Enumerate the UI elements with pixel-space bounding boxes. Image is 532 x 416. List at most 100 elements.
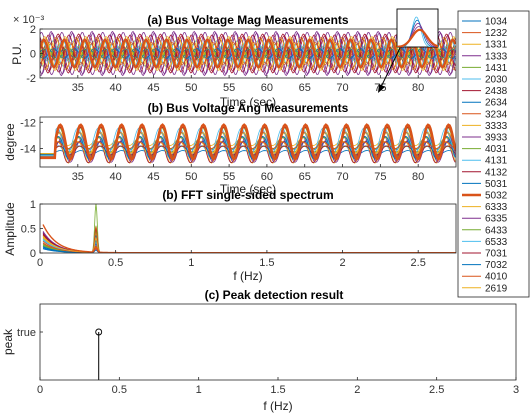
panel-b-xtick-label: 80 bbox=[412, 171, 424, 183]
panel-c-xtick-label: 2.5 bbox=[411, 257, 426, 269]
panel-b-xtick-label: 65 bbox=[299, 171, 311, 183]
legend-label-3333: 3333 bbox=[485, 121, 508, 132]
panel-c-ytick-label: 0 bbox=[30, 248, 36, 260]
peak-marker bbox=[95, 328, 103, 336]
panel-a-xtick-label: 45 bbox=[147, 82, 159, 94]
panel-c-xtick-label: 1.5 bbox=[259, 257, 274, 269]
series-c-3333 bbox=[42, 227, 456, 253]
panel-c-ylabel: Amplitude bbox=[3, 202, 17, 256]
legend-label-6335: 6335 bbox=[485, 214, 508, 225]
panel-a-series bbox=[40, 30, 456, 77]
series-b-5032 bbox=[40, 123, 456, 161]
panel-a-xlabel: Time (sec) bbox=[220, 95, 276, 109]
legend-label-4031: 4031 bbox=[485, 144, 508, 155]
series-b-7032 bbox=[40, 136, 456, 160]
panel-a-ytick-label: 2 bbox=[30, 24, 36, 36]
panel-a-xtick-label: 55 bbox=[223, 82, 235, 94]
panel-a-xtick-label: 40 bbox=[110, 82, 122, 94]
panel-d: (c) Peak detection result 0 0.5 1 1.5 2 2.5 3 t… bbox=[1, 288, 519, 413]
legend-label-7031: 7031 bbox=[485, 249, 508, 260]
panel-b-xtick-label: 75 bbox=[374, 171, 386, 183]
legend: 1034123213311333143120302438263432343333… bbox=[457, 10, 530, 298]
legend-box bbox=[457, 10, 530, 298]
inset-series-5032 bbox=[397, 28, 438, 47]
panel-c-xlabel: f (Hz) bbox=[233, 269, 262, 283]
panel-b-xtick-label: 55 bbox=[223, 171, 235, 183]
series-c-1232 bbox=[42, 234, 456, 253]
panel-d-xtick-label: 0.5 bbox=[112, 384, 127, 396]
panel-b-ticks: 35 40 45 50 55 60 65 70 75 80 -12 -14 bbox=[20, 117, 424, 183]
panel-d-xtick-label: 2 bbox=[354, 384, 360, 396]
series-c-2438 bbox=[42, 234, 456, 253]
panel-d-xlabel: f (Hz) bbox=[263, 399, 292, 413]
panel-c-ticks: 0 0.5 1 1.5 2 2.5 0 0.5 1 bbox=[21, 199, 426, 269]
panel-d-xtick-label: 0 bbox=[37, 384, 43, 396]
series-c-7032 bbox=[42, 239, 456, 253]
panel-a-xtick-label: 65 bbox=[299, 82, 311, 94]
legend-label-1431: 1431 bbox=[485, 63, 508, 74]
panel-a-xtick-label: 80 bbox=[412, 82, 424, 94]
series-c-2619 bbox=[42, 235, 456, 253]
series-a-5032 bbox=[40, 38, 456, 69]
zoom-arrow-line bbox=[380, 47, 401, 88]
panel-a-exponent: × 10⁻³ bbox=[13, 14, 45, 26]
panel-b-series bbox=[40, 123, 456, 164]
series-c-6433 bbox=[42, 230, 456, 253]
legend-label-1331: 1331 bbox=[485, 40, 508, 51]
series-c-6333 bbox=[42, 232, 456, 253]
zoom-inset bbox=[378, 8, 439, 93]
legend-label-7032: 7032 bbox=[485, 260, 508, 271]
series-c-3234 bbox=[42, 240, 456, 253]
series-c-4131 bbox=[42, 235, 456, 253]
panel-d-frame bbox=[39, 303, 517, 381]
panel-c-frame bbox=[39, 203, 457, 254]
panel-c-xtick-label: 0.5 bbox=[108, 257, 123, 269]
series-c-5031 bbox=[42, 233, 456, 253]
panel-a-ytick-label: -2 bbox=[26, 73, 36, 85]
legend-label-2030: 2030 bbox=[485, 75, 508, 86]
legend-entries: 1034123213311333143120302438263432343333… bbox=[462, 17, 508, 294]
panel-b-title: (b) Bus Voltage Ang Measurements bbox=[148, 101, 349, 115]
series-a-1331 bbox=[40, 38, 456, 69]
legend-label-2634: 2634 bbox=[485, 98, 508, 109]
legend-label-6533: 6533 bbox=[485, 237, 508, 248]
panel-c: (b) FFT single-sided spectrum 0 0.5 1 1.5 2 2… bbox=[3, 188, 457, 283]
legend-label-4010: 4010 bbox=[485, 272, 508, 283]
series-c-4031 bbox=[42, 225, 456, 253]
legend-label-2438: 2438 bbox=[485, 86, 508, 97]
series-a-2619 bbox=[40, 36, 456, 71]
series-c-1331 bbox=[42, 237, 456, 253]
panel-b-frame bbox=[39, 116, 457, 168]
series-b-6433 bbox=[40, 137, 456, 154]
series-c-6335 bbox=[42, 230, 456, 253]
series-a-3933 bbox=[40, 31, 456, 76]
panel-c-title: (b) FFT single-sided spectrum bbox=[162, 188, 333, 202]
series-c-3933 bbox=[42, 231, 456, 253]
panel-d-xtick-label: 3 bbox=[513, 384, 519, 396]
panel-d-series bbox=[95, 328, 103, 380]
zoom-inset-series bbox=[397, 16, 438, 47]
series-c-5032 bbox=[42, 224, 456, 253]
panel-c-ytick-label: 1 bbox=[30, 199, 36, 211]
panel-c-xtick-label: 0 bbox=[37, 257, 43, 269]
legend-label-6333: 6333 bbox=[485, 202, 508, 213]
panel-d-xtick-label: 2.5 bbox=[429, 384, 444, 396]
legend-label-3933: 3933 bbox=[485, 133, 508, 144]
series-c-2634 bbox=[42, 229, 456, 253]
panel-b-xlabel: Time (sec) bbox=[220, 182, 276, 196]
panel-d-ticks: 0 0.5 1 1.5 2 2.5 3 true bbox=[17, 327, 519, 396]
series-c-7031 bbox=[42, 228, 456, 253]
panel-d-xtick-label: 1 bbox=[196, 384, 202, 396]
legend-label-5031: 5031 bbox=[485, 179, 508, 190]
legend-label-4132: 4132 bbox=[485, 167, 508, 178]
series-c-1431 bbox=[42, 204, 456, 253]
panel-d-xtick-label: 1.5 bbox=[270, 384, 285, 396]
panel-d-ytick-label: true bbox=[17, 327, 36, 339]
legend-label-5032: 5032 bbox=[485, 191, 508, 202]
series-c-4010 bbox=[42, 226, 456, 253]
panel-a-title: (a) Bus Voltage Mag Measurements bbox=[147, 13, 348, 27]
panel-b-xtick-label: 50 bbox=[185, 171, 197, 183]
panel-b-xtick-label: 35 bbox=[72, 171, 84, 183]
panel-c-xtick-label: 2 bbox=[339, 257, 345, 269]
